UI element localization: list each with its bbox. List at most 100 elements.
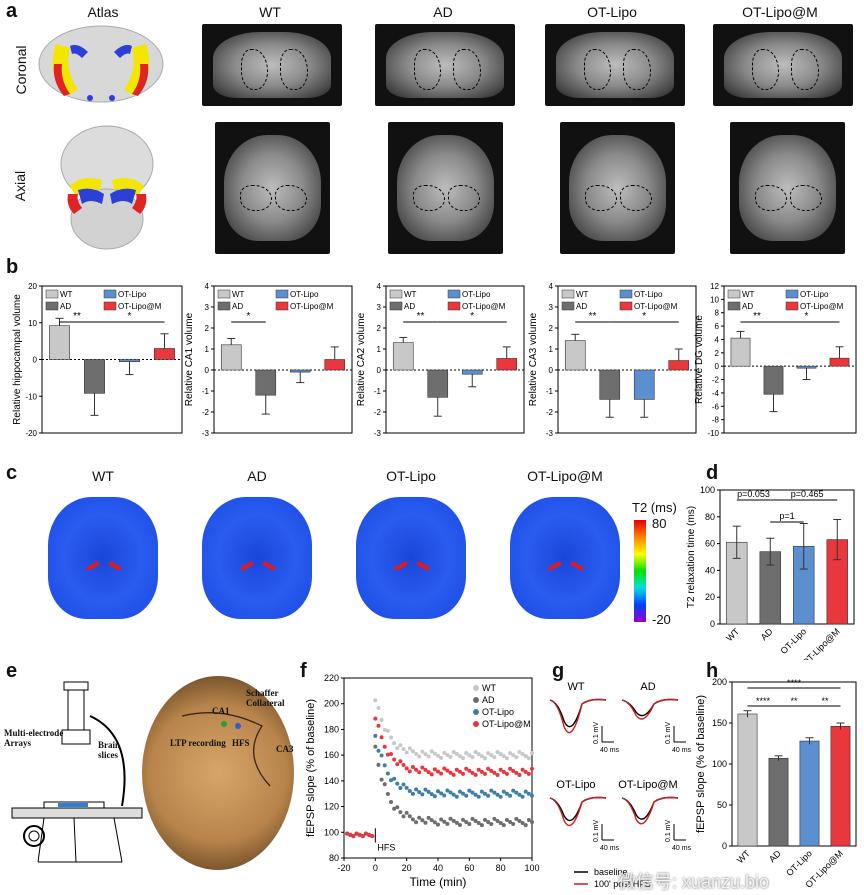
point-WT [483,756,487,761]
microscope-illustration [4,676,150,866]
trace-baseline [549,796,607,822]
point-AD [461,817,466,822]
sig-mark: **** [756,696,771,706]
y-tick-label: 10 [710,295,719,304]
bar-OT-Lipo@M [154,348,175,360]
sig-mark: ** [417,311,425,322]
y-tick-label: 1 [205,345,210,354]
y-tick-label: 180 [324,724,339,734]
bar-OT-Lipo@M [496,358,518,371]
t2-map-otlipom [500,492,630,624]
point-WT [501,754,506,759]
t2-title-otlipo: OT-Lipo [386,468,436,484]
bar-WT [49,325,70,360]
point-AD [504,817,509,822]
y-tick-label: 40 [705,565,715,575]
point-OT-Lipo@M [379,735,384,740]
y-tick-label: -10 [25,392,37,401]
point-WT [467,753,472,758]
y-tick-label: 100 [324,827,339,837]
point-AD [511,822,516,827]
bar-AD [768,757,789,847]
y-axis-label: fEPSP slope (% of baseline) [305,699,317,837]
chart-b5: 12 10 8 6 4 2 0 -2 -4 -6 -8 -10 Relative DG volume WT… [694,282,857,438]
point-WT [395,746,400,751]
y-tick-label: 150 [712,718,727,728]
point-AD [476,821,481,826]
col-title-otlipo: OT-Lipo [587,4,637,20]
mri-axial-otlipom [730,122,845,254]
point-OT-Lipo@M [401,763,406,768]
point-OT-Lipo@M [354,831,359,836]
point-WT [423,752,428,757]
y-tick-label: 6 [715,322,720,331]
legend-label: AD [232,302,243,311]
point-OT-Lipo@M [486,766,491,771]
point-WT [492,755,497,760]
point-OT-Lipo [417,789,422,794]
point-AD [486,819,491,824]
legend-swatch [389,301,403,311]
sig-mark: * [470,311,474,322]
sig-mark: ** [790,696,798,706]
point-OT-Lipo [392,776,397,781]
point-WT [429,749,434,754]
sig-mark: ** [589,311,597,322]
point-AD [473,818,478,823]
point-WT [417,754,422,759]
point-OT-Lipo [404,785,409,790]
point-OT-Lipo@M [345,831,350,836]
point-WT [442,750,447,755]
point-WT [373,698,378,703]
legend-label: OT-Lipo@M [482,719,531,729]
legend-marker [473,709,479,715]
y-tick-label: -2 [546,408,554,417]
chart-b2: 4 3 2 1 0 -1 -2 -3 Relative CA1 volume WT OT-Lipo A… [184,282,353,438]
point-AD [398,810,403,815]
row-label-coronal: Coronal [13,45,29,95]
bar-AD [427,369,449,398]
point-OT-Lipo [401,782,406,787]
panel-label-d: d [706,462,719,484]
t2-map-ad [192,492,322,624]
sig-mark: ** [821,696,829,706]
y-tick-label: -2 [202,408,210,417]
point-OT-Lipo@M [526,771,531,776]
sig-mark: * [805,311,809,322]
bar-OT-Lipo [633,369,655,400]
legend-label: WT [576,290,589,299]
sig-mark: * [642,311,646,322]
x-tick-label: -20 [337,863,350,873]
point-AD [432,820,437,825]
point-OT-Lipo [429,792,434,797]
point-OT-Lipo@M [457,769,462,774]
point-OT-Lipo [445,788,450,793]
point-AD [376,762,381,767]
point-AD [436,822,440,827]
atlas-coronal-image [36,24,166,106]
point-WT [514,755,519,760]
point-AD [404,810,409,815]
plot-frame [385,285,525,434]
y-axis-label: Relative CA3 volume [528,312,539,406]
point-OT-Lipo@M [423,767,428,772]
point-AD [385,792,390,797]
point-AD [410,817,415,822]
x-tick-label: 80 [496,863,506,873]
bar-WT [564,340,586,371]
legend-label: WT [742,290,755,299]
x-tick-label: 60 [464,863,474,873]
point-OT-Lipo@M [417,770,422,775]
sig-mark: **** [787,678,802,688]
panel-label-b: b [6,256,19,278]
hfs-label: HFS [377,842,395,852]
point-OT-Lipo@M [451,772,456,777]
t2-map-wt [38,492,168,624]
point-OT-Lipo@M [404,766,409,771]
point-OT-Lipo@M [392,757,397,762]
sig-mark: ** [73,311,81,322]
bar-OT-Lipo@M [324,359,346,371]
point-AD [470,816,475,821]
point-OT-Lipo@M [520,767,525,772]
point-WT [517,750,522,755]
